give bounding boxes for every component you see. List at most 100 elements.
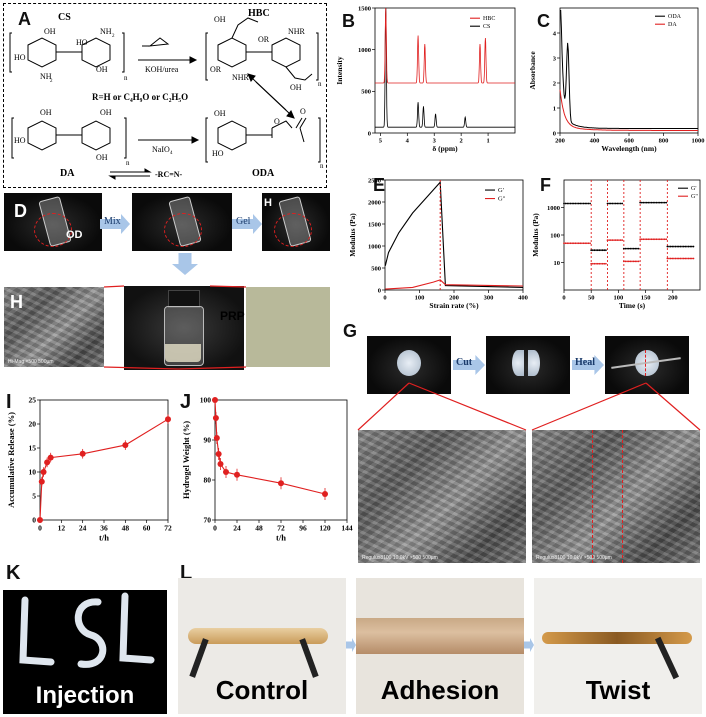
heal-label: Heal (575, 357, 595, 368)
series-point-g-prime (567, 202, 570, 205)
series-point-g-prime (581, 202, 583, 205)
series-point-g-double-prime (579, 242, 582, 245)
series-line-release (39, 418, 169, 521)
y-tick-label: 0 (378, 287, 381, 294)
series-line-oda (560, 10, 698, 129)
series-point-g-prime (614, 202, 617, 205)
x-tick-label: 100 (614, 295, 624, 302)
panel-label-h: H (10, 292, 23, 312)
reagent-naio-sub: 4 (170, 151, 173, 156)
svg-text:OH: OH (96, 153, 108, 162)
series-point-g-prime (571, 202, 574, 205)
svg-text:O: O (300, 107, 306, 116)
series-point-g-prime (587, 202, 590, 205)
oda-label: ODA (252, 168, 275, 179)
series-point-g-double-prime (684, 257, 687, 260)
series-point-g-prime (608, 202, 611, 205)
x-tick-label: 0 (38, 524, 42, 533)
data-point (37, 517, 43, 523)
series-point-g-prime (584, 202, 587, 205)
y-tick-label: 10 (29, 468, 37, 477)
svg-text:HO: HO (14, 136, 26, 145)
y-tick-label: 0 (32, 516, 36, 525)
cs-ring-1 (27, 37, 57, 68)
data-point (212, 415, 219, 421)
y-tick-label: 90 (204, 436, 212, 445)
series-point-g-prime (637, 247, 640, 250)
x-tick-label: 300 (484, 295, 494, 302)
legend-label: G' (498, 187, 504, 194)
series-point-g-double-prime (600, 262, 602, 265)
series-point-g-double-prime (614, 239, 617, 242)
series-point-g-prime (650, 201, 653, 204)
series-point-g-prime (613, 202, 615, 205)
control-caption: Control (215, 675, 309, 705)
series-line-da (559, 89, 698, 131)
series-point-g-prime (585, 202, 588, 205)
data-point (79, 450, 86, 457)
series-point-g-prime (663, 201, 666, 204)
x-tick-label: 200 (449, 295, 459, 302)
svg-text:OH: OH (214, 109, 226, 118)
data-point (122, 442, 129, 449)
panel-label-k: K (6, 562, 21, 584)
series-point-g-double-prime (622, 260, 625, 263)
series-point-g-prime (632, 247, 635, 250)
panel-label-b: B (342, 11, 355, 31)
series-point-g-prime (657, 201, 660, 204)
series-point-g-prime (618, 202, 620, 205)
svg-text:OR: OR (210, 65, 222, 74)
series-point-g-prime (679, 245, 682, 248)
series-point-g-double-prime (689, 257, 692, 260)
series-point-g-double-prime (679, 257, 682, 260)
svg-text:OR: OR (258, 35, 270, 44)
series-point-g-prime (616, 202, 619, 205)
series-point-g-double-prime (631, 260, 633, 263)
photo-control: Control (178, 578, 346, 714)
y-tick-label: 1000 (368, 243, 381, 250)
series-point-g-prime (682, 245, 685, 248)
data-point (212, 397, 218, 403)
cs-ring-2 (81, 37, 111, 68)
series-point-g-double-prime (634, 260, 637, 263)
series-point-g-double-prime (624, 260, 627, 263)
svg-text:OH: OH (214, 15, 226, 24)
series-point-g-double-prime (601, 262, 604, 265)
plot-frame (214, 399, 348, 521)
oda-ring-1 (217, 120, 247, 151)
series-point-g-double-prime (577, 242, 580, 245)
series-point-g-double-prime (682, 257, 685, 260)
y-tick-label: 3 (553, 55, 557, 62)
series-point-g-prime (692, 245, 695, 248)
series-point-g-double-prime (576, 242, 578, 245)
x-tick-label: 120 (319, 524, 331, 533)
legend-label: CS (483, 24, 490, 30)
series-point-g-prime (649, 201, 651, 204)
series-point-g-double-prime (639, 238, 642, 241)
svg-text:OH: OH (100, 108, 112, 117)
x-tick-label: 0 (562, 295, 565, 302)
data-point (234, 471, 240, 478)
series-point-g-double-prime (606, 239, 609, 242)
x-tick-label: 96 (299, 524, 307, 533)
x-tick-label: 200 (668, 295, 678, 302)
series-point-g-double-prime (690, 257, 693, 260)
photo-disc-whole (367, 336, 451, 394)
x-tick-label: 4 (406, 138, 410, 145)
series-point-g-double-prime (653, 238, 656, 241)
y-tick-label: 500 (361, 89, 371, 96)
y-axis-label: Intensity (335, 56, 344, 85)
series-point-g-prime (622, 247, 625, 250)
series-point-g-double-prime (649, 238, 651, 241)
series-point-g-double-prime (609, 239, 612, 242)
panel-label-i: I (6, 391, 12, 413)
plot-frame (39, 399, 169, 521)
x-tick-label: 200 (555, 138, 565, 145)
svg-text:HO: HO (14, 53, 26, 62)
svg-text:NH: NH (100, 27, 112, 36)
panel-label-j: J (180, 391, 192, 413)
series-point-g-double-prime (582, 242, 585, 245)
r-definition: R=H or C₄H₉O or C₂H₅O (92, 92, 188, 102)
